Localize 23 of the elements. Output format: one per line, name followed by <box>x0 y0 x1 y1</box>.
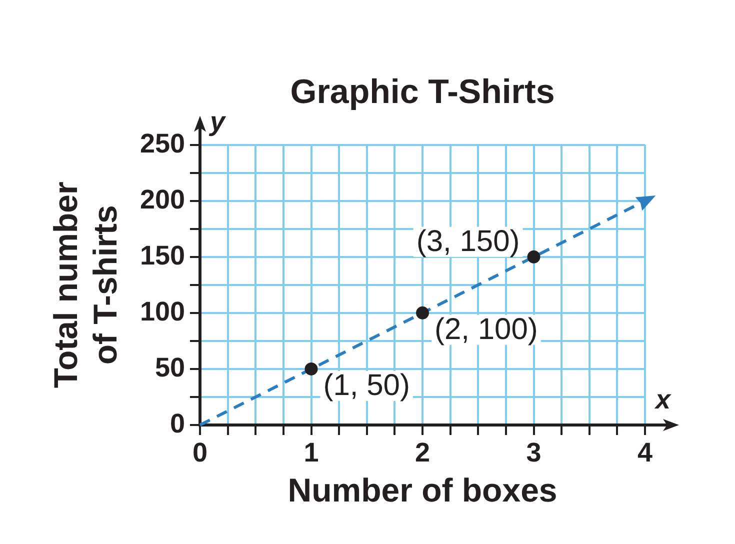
point <box>304 362 318 376</box>
y-tick-label: 200 <box>140 184 185 214</box>
point <box>635 195 656 211</box>
x-tick-label: 3 <box>526 438 542 468</box>
x-tick-label: 4 <box>637 438 653 468</box>
data-label: (2, 100) <box>434 313 538 346</box>
x-tick-label: 0 <box>192 438 208 468</box>
x-tick-label: 1 <box>304 438 319 468</box>
x-axis-title: Number of boxes <box>288 471 558 508</box>
point <box>527 250 540 264</box>
y-tick-label: 0 <box>170 408 185 438</box>
y-tick-label: 150 <box>140 240 185 270</box>
y-axis-title: Total number of T-shirts <box>46 181 124 388</box>
y-tick-label: 250 <box>140 128 185 158</box>
text: y <box>208 106 227 136</box>
y-tick-label: 100 <box>140 296 185 326</box>
data-label: (3, 150) <box>416 225 520 258</box>
chart-title: Graphic T-Shirts <box>290 72 555 111</box>
x-tick-label: 2 <box>414 438 430 468</box>
y-tick-label: 50 <box>154 352 185 382</box>
text: x <box>653 384 672 414</box>
data-label: (1, 50) <box>323 369 410 402</box>
point <box>416 306 429 320</box>
